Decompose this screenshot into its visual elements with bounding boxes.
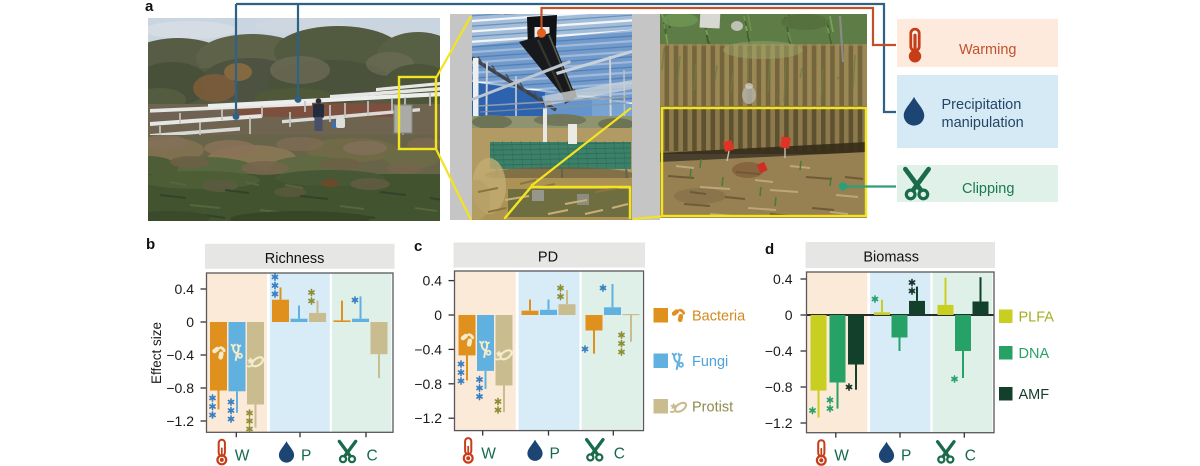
svg-text:b: b [146, 236, 155, 253]
svg-text:P: P [301, 447, 311, 464]
svg-text:−0.8: −0.8 [414, 376, 442, 392]
svg-text:Protist: Protist [692, 400, 733, 416]
svg-text:C: C [965, 448, 976, 465]
svg-text:Bacteria: Bacteria [692, 309, 746, 325]
svg-text:C: C [614, 446, 625, 463]
svg-text:−1.2: −1.2 [765, 415, 793, 431]
svg-text:Effect size: Effect size [149, 322, 164, 384]
svg-text:−1.2: −1.2 [166, 413, 194, 429]
svg-text:0.4: 0.4 [175, 281, 195, 297]
svg-text:Clipping: Clipping [962, 181, 1014, 197]
svg-text:W: W [481, 446, 496, 463]
svg-text:d: d [765, 241, 774, 258]
svg-text:0: 0 [186, 314, 194, 330]
svg-text:Precipitation: Precipitation [942, 97, 1022, 113]
svg-text:0: 0 [785, 307, 793, 323]
svg-text:Richness: Richness [265, 251, 325, 267]
svg-text:0.4: 0.4 [423, 273, 443, 289]
svg-text:−0.4: −0.4 [765, 343, 793, 359]
svg-text:Warming: Warming [959, 42, 1016, 58]
svg-text:−0.4: −0.4 [414, 341, 442, 357]
svg-text:C: C [367, 447, 378, 464]
svg-text:P: P [901, 448, 911, 465]
svg-text:manipulation: manipulation [942, 115, 1024, 131]
svg-text:0: 0 [434, 307, 442, 323]
svg-text:Fungi: Fungi [692, 354, 728, 370]
svg-text:−0.8: −0.8 [166, 380, 194, 396]
svg-text:P: P [550, 446, 560, 463]
svg-text:−1.2: −1.2 [414, 410, 442, 426]
svg-text:PD: PD [538, 250, 558, 266]
svg-text:a: a [145, 0, 154, 15]
svg-text:c: c [414, 238, 422, 255]
svg-text:PLFA: PLFA [1019, 310, 1055, 326]
svg-text:AMF: AMF [1019, 387, 1050, 403]
svg-text:0.4: 0.4 [773, 271, 793, 287]
svg-text:Biomass: Biomass [863, 250, 919, 266]
svg-text:−0.4: −0.4 [166, 347, 194, 363]
svg-text:−0.8: −0.8 [765, 379, 793, 395]
svg-text:W: W [834, 448, 849, 465]
svg-text:DNA: DNA [1019, 346, 1050, 362]
svg-text:W: W [235, 447, 250, 464]
